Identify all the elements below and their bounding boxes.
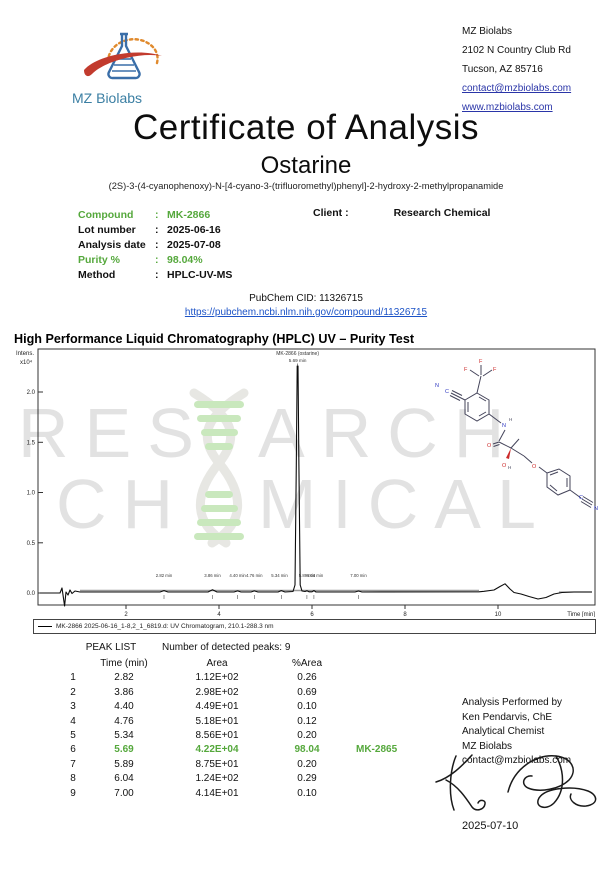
svg-text:MICAL: MICAL	[258, 465, 552, 543]
company-email-link[interactable]: contact@mzbiolabs.com	[462, 83, 572, 94]
client-label: Client :	[313, 207, 349, 219]
svg-text:2.82 min: 2.82 min	[156, 573, 173, 578]
svg-text:F: F	[464, 367, 468, 373]
peak-row-main: 6 5.69 4.22E+04 98.04 MK-2865	[70, 744, 398, 756]
svg-text:10: 10	[495, 612, 502, 617]
peak-table-header: Time (min) Area %Area	[100, 658, 322, 670]
peak-row: 5 5.34 8.56E+01 0.20	[70, 730, 317, 742]
svg-text:7.00 min: 7.00 min	[350, 573, 367, 578]
svg-text:N: N	[435, 383, 439, 389]
analyst-role: Analytical Chemist	[462, 726, 545, 738]
x-axis-ticks: 2 4 6 8 10 Time [min]	[124, 605, 595, 617]
peak-row: 2 3.86 2.98E+02 0.69	[70, 686, 317, 698]
svg-text:MK-2866 (ostarine): MK-2866 (ostarine)	[276, 351, 319, 357]
svg-text:O: O	[502, 463, 507, 469]
minor-peak-labels: 2.82 min 3.86 min 4.40 min 4.76 min 5.34…	[156, 573, 368, 578]
analyst-name: Ken Pendarvis, ChE	[462, 711, 553, 723]
svg-text:6.04 min: 6.04 min	[307, 573, 324, 578]
watermark-text: RES ARCH CH MICAL	[18, 394, 552, 543]
svg-text:4.40 min: 4.40 min	[229, 573, 246, 578]
peak-row: 4 4.76 5.18E+01 0.12	[70, 715, 317, 727]
logo-wordmark: MZ Biolabs	[72, 90, 143, 106]
integration-tick-marks	[163, 595, 359, 599]
svg-text:4.76 min: 4.76 min	[246, 573, 263, 578]
detected-peaks-count: Number of detected peaks: 9	[162, 642, 291, 653]
svg-text:4: 4	[217, 612, 221, 617]
peak-row: 3 4.40 4.49E+01 0.10	[70, 701, 317, 713]
svg-text:0.5: 0.5	[27, 541, 36, 547]
svg-text:C: C	[445, 389, 449, 395]
info-row-analysis-date: Analysis date : 2025-07-08	[78, 238, 221, 251]
compound-info-table: Compound : MK-2866 Lot number : 2025-06-…	[78, 207, 232, 282]
svg-text:8: 8	[403, 612, 407, 617]
svg-text:O: O	[532, 464, 537, 470]
chromatogram-trace	[40, 365, 592, 607]
svg-text:H: H	[508, 465, 511, 470]
y-axis-ticks: 2.0 1.5 1.0 0.5 0.0	[27, 390, 43, 597]
peak-row: 1 2.82 1.12E+02 0.26	[70, 672, 317, 684]
pubchem-link[interactable]: https://pubchem.ncbi.nlm.nih.gov/compoun…	[184, 307, 428, 318]
svg-text:H: H	[509, 417, 512, 422]
dna-helix-icon	[189, 388, 249, 548]
x-axis-title: Time [min]	[567, 612, 595, 617]
molecule-structure: F F F N C N H O O H	[435, 359, 598, 512]
info-row-lot-number: Lot number : 2025-06-16	[78, 223, 221, 236]
company-name: MZ Biolabs	[462, 26, 513, 37]
analyst-company: MZ Biolabs	[462, 740, 513, 752]
svg-text:1.5: 1.5	[27, 440, 36, 446]
hplc-section-title: High Performance Liquid Chromatography (…	[14, 332, 415, 346]
legend-text: MK-2866 2025-06-16_1-8,2_1_6819.d: UV Ch…	[56, 623, 274, 630]
analyst-line1: Analysis Performed by	[462, 697, 563, 708]
svg-text:2.0: 2.0	[27, 390, 36, 396]
svg-text:F: F	[493, 367, 497, 373]
chromatogram: RES ARCH CH MICAL Intens. x10⁴	[16, 348, 598, 617]
peak-list-table: PEAK LIST Number of detected peaks: 9 Ti…	[60, 642, 422, 800]
svg-text:C: C	[579, 495, 583, 501]
analyst-block: Analysis Performed by Ken Pendarvis, ChE…	[462, 696, 571, 769]
company-address-line2: Tucson, AZ 85716	[462, 64, 543, 75]
document-title: Certificate of Analysis	[132, 108, 480, 147]
svg-text:O: O	[487, 443, 492, 449]
y-axis-label-line1: Intens.	[16, 351, 34, 357]
peak-row: 8 6.04 1.24E+02 0.29	[70, 773, 317, 785]
compound-name-title: Ostarine	[260, 152, 352, 179]
signature	[435, 754, 597, 811]
client-row: Client : Research Chemical	[313, 207, 490, 219]
svg-text:N: N	[502, 423, 506, 429]
svg-text:5.34 min: 5.34 min	[271, 573, 288, 578]
peak-list-title: PEAK LIST	[85, 642, 137, 653]
plot-frame	[37, 348, 596, 606]
pubchem-cid: PubChem CID: 11326715	[249, 293, 363, 304]
svg-text:1.0: 1.0	[27, 491, 36, 497]
info-row-purity: Purity % : 98.04%	[78, 253, 203, 266]
info-row-method: Method : HPLC-UV-MS	[78, 268, 233, 281]
peak-row: 7 5.89 8.75E+01 0.20	[70, 758, 317, 770]
company-address-line1: 2102 N Country Club Rd	[462, 45, 571, 56]
legend-line-sample	[38, 626, 52, 627]
svg-text:F: F	[479, 359, 483, 365]
svg-text:2: 2	[124, 612, 128, 617]
svg-text:CH: CH	[56, 465, 189, 543]
company-address-block: MZ Biolabs 2102 N Country Club Rd Tucson…	[462, 22, 571, 117]
iupac-name: (2S)-3-(4-cyanophenoxy)-N-[4-cyano-3-(tr…	[108, 181, 504, 191]
info-row-compound: Compound : MK-2866	[78, 208, 211, 221]
chromatogram-legend: MK-2866 2025-06-16_1-8,2_1_6819.d: UV Ch…	[33, 619, 596, 634]
peak-row: 9 7.00 4.14E+01 0.10	[70, 787, 317, 799]
main-peak-annotation: MK-2866 (ostarine) 5.69 min	[276, 351, 319, 366]
svg-text:3.86 min: 3.86 min	[204, 573, 221, 578]
signature-date: 2025-07-10	[462, 820, 519, 832]
company-website-link[interactable]: www.mzbiolabs.com	[462, 102, 553, 113]
company-logo-flask-icon	[84, 32, 162, 80]
svg-text:5.89 min: 5.89 min	[299, 573, 316, 578]
svg-text:RES: RES	[18, 394, 210, 472]
y-axis-label-line2: x10⁴	[20, 359, 33, 366]
svg-text:5.69 min: 5.69 min	[289, 358, 307, 363]
analyst-email: contact@mzbiolabs.com	[462, 755, 572, 767]
svg-text:6: 6	[310, 612, 314, 617]
svg-text:N: N	[594, 506, 598, 512]
svg-text:0.0: 0.0	[27, 591, 36, 597]
client-value: Research Chemical	[393, 207, 491, 219]
